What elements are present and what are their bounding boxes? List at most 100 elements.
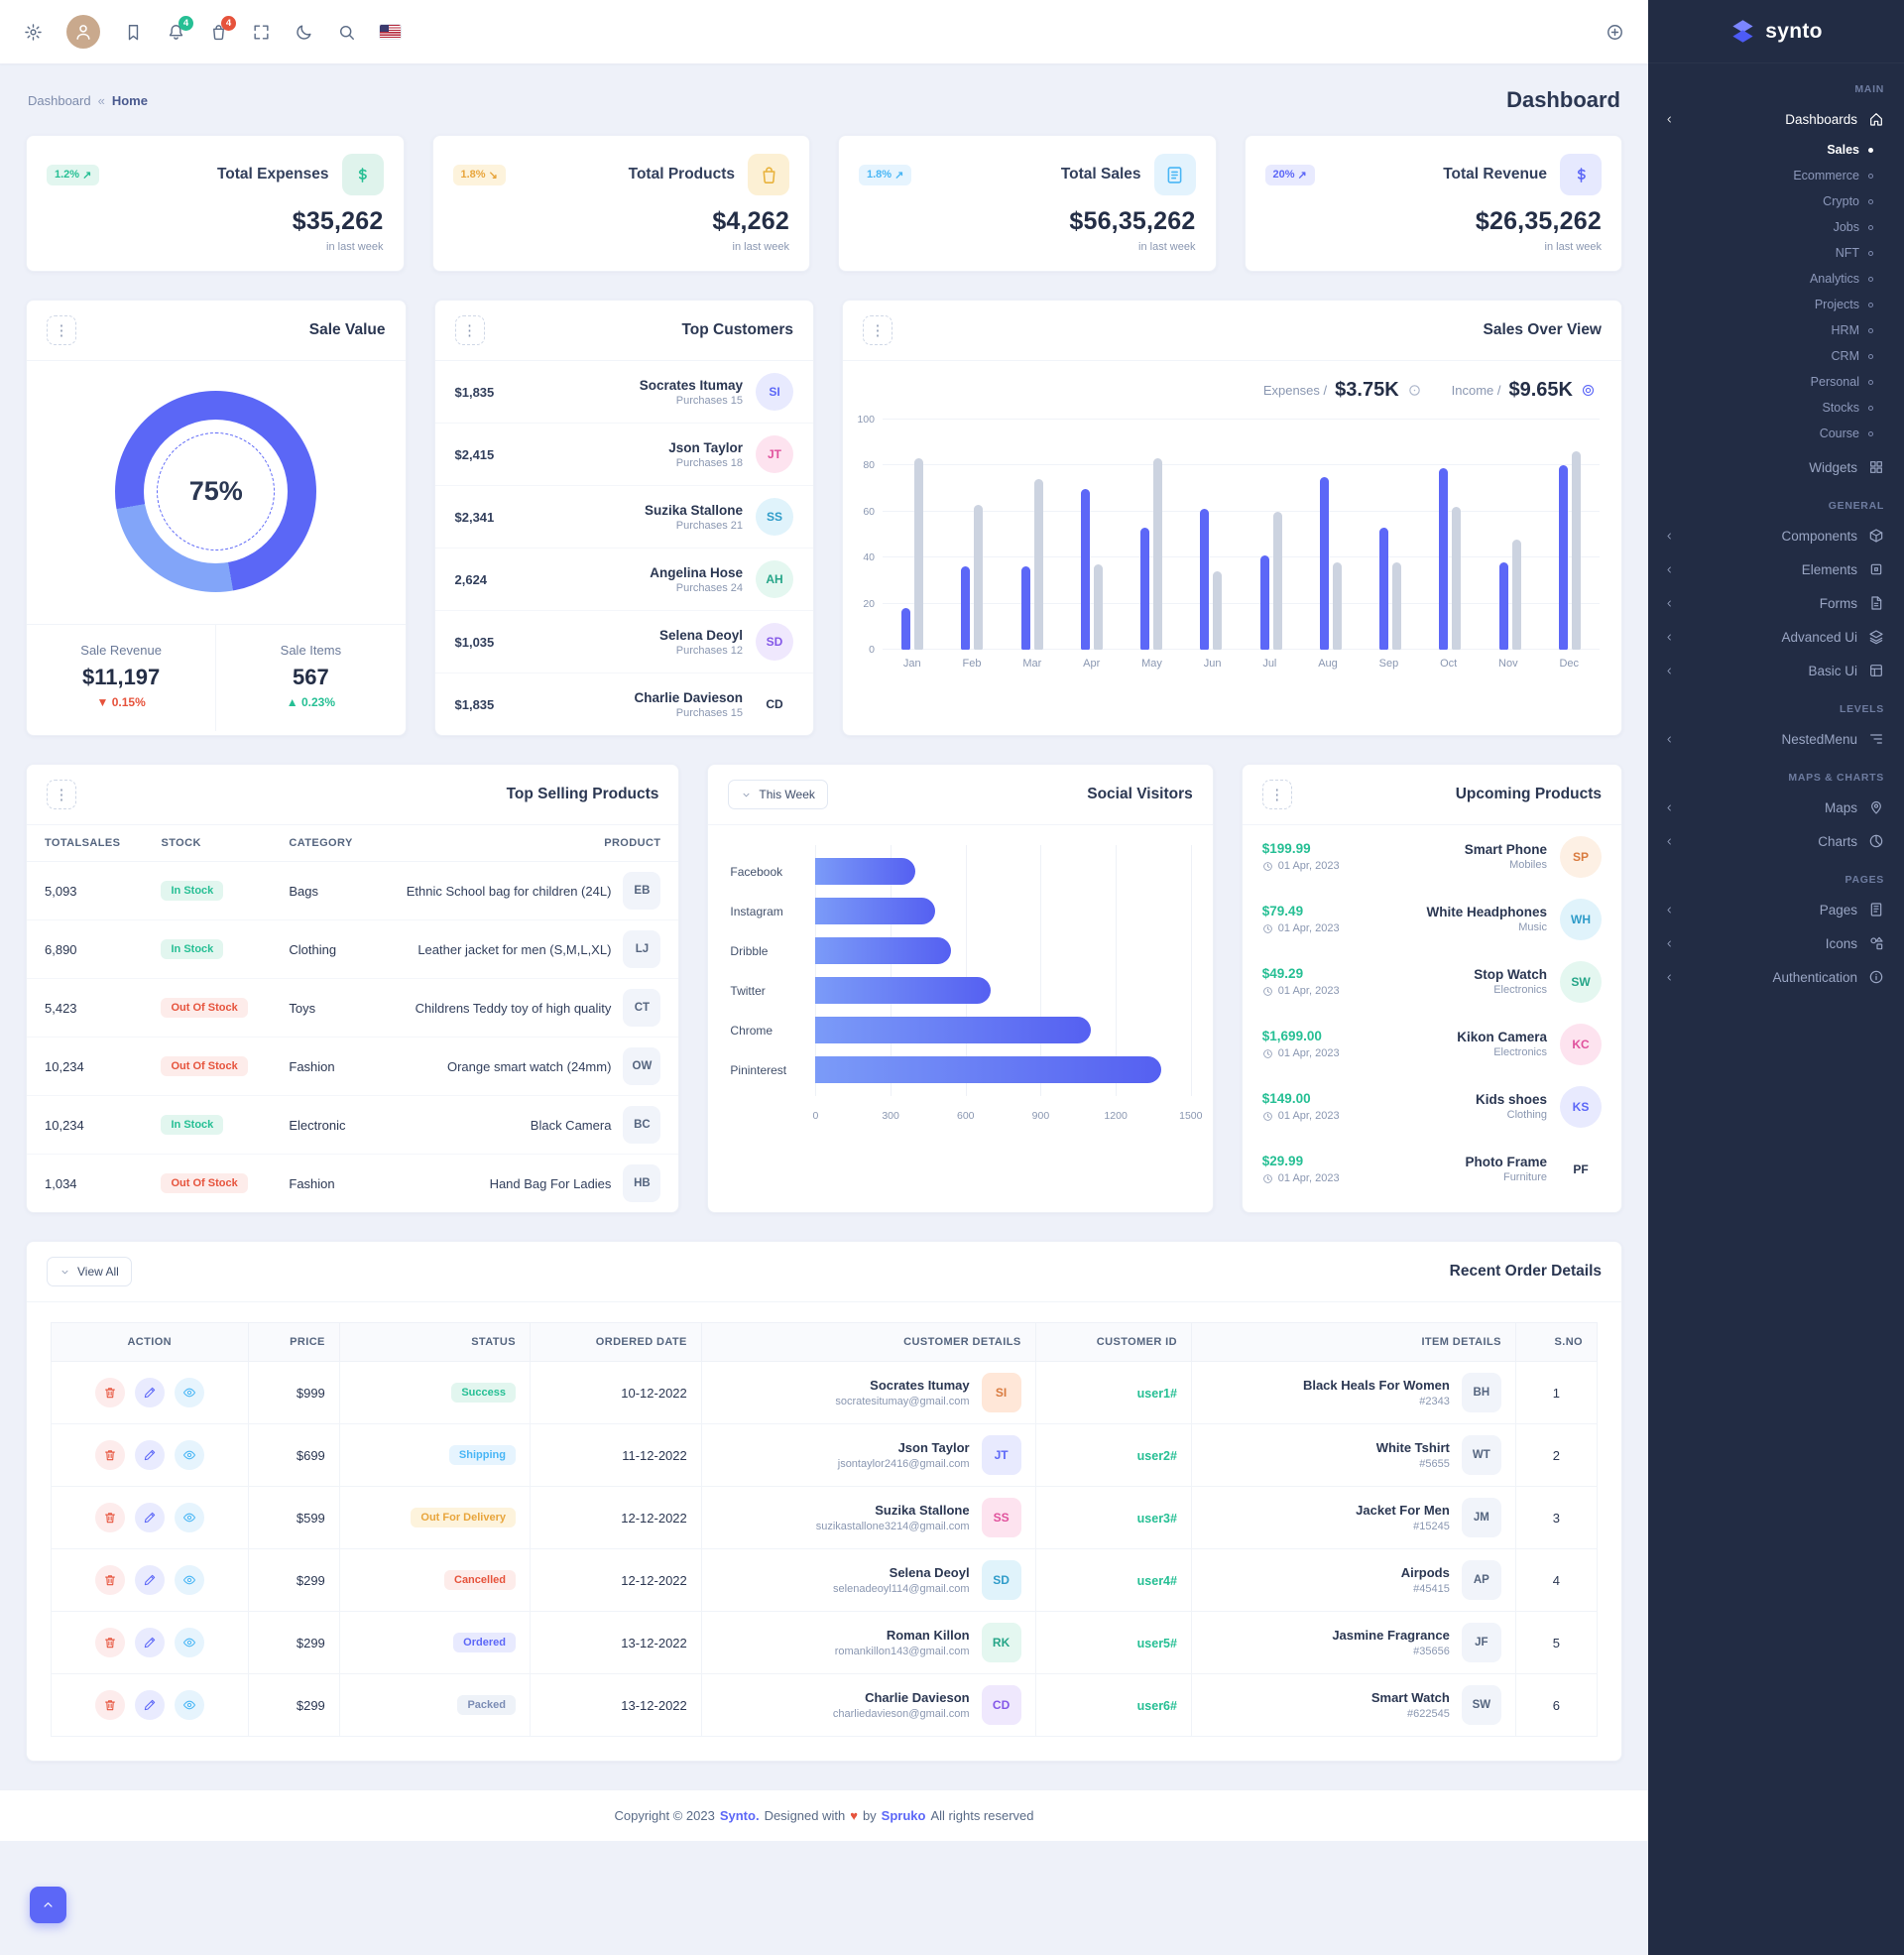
edit-button[interactable] bbox=[134, 1565, 165, 1595]
list-item[interactable]: $149.00 01 Apr, 2023 Kids shoes Clothing bbox=[1243, 1075, 1621, 1138]
list-item[interactable]: $2,415 Json Taylor Purchases 18 JT bbox=[434, 423, 813, 485]
list-item[interactable]: 2,624 Angelina Hose Purchases 24 AH bbox=[434, 548, 813, 610]
item-id: #15245 bbox=[1413, 1521, 1450, 1532]
sidebar-item-components[interactable]: Components bbox=[1648, 519, 1904, 552]
view-button[interactable] bbox=[174, 1378, 204, 1407]
sidebar-item-dashboards[interactable]: Dashboards bbox=[1648, 102, 1904, 136]
customer-name: Suzika Stallone bbox=[875, 1503, 970, 1518]
sidebar-item-course[interactable]: Course bbox=[1648, 421, 1904, 446]
customer-id-link[interactable]: user4# bbox=[1136, 1573, 1177, 1588]
view-button[interactable] bbox=[174, 1690, 204, 1720]
language-flag-icon[interactable] bbox=[380, 25, 401, 39]
edit-button[interactable] bbox=[134, 1503, 165, 1532]
list-item[interactable]: $1,035 Selena Deoyl Purchases 12 SD bbox=[434, 610, 813, 672]
sidebar-item-analytics[interactable]: Analytics bbox=[1648, 266, 1904, 292]
edit-button[interactable] bbox=[134, 1690, 165, 1720]
sidebar-item-nestedmenu[interactable]: NestedMenu bbox=[1648, 722, 1904, 756]
list-item[interactable]: $49.29 01 Apr, 2023 Stop Watch Electroni… bbox=[1243, 950, 1621, 1013]
sidebar-section-label: PAGES bbox=[1844, 874, 1884, 886]
fullscreen-icon[interactable] bbox=[252, 23, 271, 42]
view-button[interactable] bbox=[174, 1440, 204, 1470]
breadcrumb-root[interactable]: Dashboard bbox=[28, 92, 91, 108]
delete-button[interactable] bbox=[94, 1440, 125, 1470]
settings-gear-icon[interactable] bbox=[24, 23, 43, 42]
sidebar-item-hrm[interactable]: HRM bbox=[1648, 317, 1904, 343]
footer-designer-link[interactable]: Spruko bbox=[881, 1808, 926, 1823]
view-button[interactable] bbox=[174, 1628, 204, 1657]
table-row[interactable]: 10,234 In Stock Electronic Black Camera … bbox=[27, 1095, 679, 1155]
delete-button[interactable] bbox=[94, 1628, 125, 1657]
footer-brand-link[interactable]: Synto. bbox=[719, 1808, 760, 1823]
sale-donut: 75% bbox=[115, 391, 317, 592]
sidebar-item-crm[interactable]: CRM bbox=[1648, 343, 1904, 369]
edit-button[interactable] bbox=[134, 1628, 165, 1657]
sidebar-item-jobs[interactable]: Jobs bbox=[1648, 214, 1904, 240]
search-icon[interactable] bbox=[337, 23, 356, 42]
customer-id-link[interactable]: user5# bbox=[1136, 1636, 1177, 1650]
kebab-menu-icon[interactable]: ⋮ bbox=[1261, 780, 1292, 809]
list-item[interactable]: $2,341 Suzika Stallone Purchases 21 SS bbox=[434, 485, 813, 548]
sidebar-item-stocks[interactable]: Stocks bbox=[1648, 395, 1904, 421]
view-button[interactable] bbox=[174, 1503, 204, 1532]
clock-icon bbox=[1262, 923, 1273, 934]
sidebar-item-crypto[interactable]: Crypto bbox=[1648, 188, 1904, 214]
list-item[interactable]: $29.99 01 Apr, 2023 Photo Frame Furnitur… bbox=[1243, 1138, 1621, 1200]
sidebar-item-forms[interactable]: Forms bbox=[1648, 586, 1904, 620]
sidebar-item-elements[interactable]: Elements bbox=[1648, 552, 1904, 586]
sidebar-item-pages[interactable]: Pages bbox=[1648, 893, 1904, 926]
bookmark-icon[interactable] bbox=[124, 23, 143, 42]
view-all-dropdown[interactable]: View All bbox=[47, 1257, 132, 1286]
customer-id-link[interactable]: user1# bbox=[1136, 1386, 1177, 1401]
sidebar-item-basic-ui[interactable]: Basic Ui bbox=[1648, 654, 1904, 687]
customer-id-link[interactable]: user3# bbox=[1136, 1511, 1177, 1526]
kebab-menu-icon[interactable]: ⋮ bbox=[454, 315, 485, 345]
user-avatar[interactable] bbox=[66, 15, 100, 49]
list-item[interactable]: $1,835 Charlie Davieson Purchases 15 CD bbox=[434, 672, 813, 735]
order-serial: 3 bbox=[1514, 1486, 1599, 1549]
edit-button[interactable] bbox=[134, 1440, 165, 1470]
item-thumb: BH bbox=[1461, 1373, 1501, 1412]
table-row[interactable]: 5,093 In Stock Bags Ethnic School bag fo… bbox=[27, 861, 679, 920]
sidebar-item-ecommerce[interactable]: Ecommerce bbox=[1648, 163, 1904, 188]
sidebar-item-charts[interactable]: Charts bbox=[1648, 824, 1904, 858]
customer-id-link[interactable]: user6# bbox=[1136, 1698, 1177, 1713]
stat-note: in last week bbox=[326, 241, 384, 253]
week-filter-dropdown[interactable]: This Week bbox=[728, 780, 828, 809]
customer-purchases: Purchases 18 bbox=[675, 456, 743, 469]
delete-button[interactable] bbox=[94, 1378, 125, 1407]
kebab-menu-icon[interactable]: ⋮ bbox=[863, 315, 892, 345]
sidebar-item-advanced-ui[interactable]: Advanced Ui bbox=[1648, 620, 1904, 654]
kebab-menu-icon[interactable]: ⋮ bbox=[47, 780, 76, 809]
sidebar-item-sales[interactable]: Sales bbox=[1648, 137, 1904, 163]
sidebar-item-nft[interactable]: NFT bbox=[1648, 240, 1904, 266]
list-item[interactable]: $79.49 01 Apr, 2023 White Headphones Mus… bbox=[1243, 888, 1621, 950]
customer-id-link[interactable]: user2# bbox=[1136, 1448, 1177, 1463]
table-row[interactable]: 5,423 Out Of Stock Toys Childrens Teddy … bbox=[27, 978, 679, 1038]
sidebar-item-widgets[interactable]: Widgets bbox=[1648, 450, 1904, 484]
breadcrumb-current[interactable]: Home bbox=[111, 92, 148, 108]
sidebar-item-maps[interactable]: Maps bbox=[1648, 791, 1904, 824]
avatar: JT bbox=[756, 435, 793, 473]
delete-button[interactable] bbox=[94, 1565, 125, 1595]
scroll-to-top-button[interactable] bbox=[30, 1887, 66, 1923]
dark-mode-moon-icon[interactable] bbox=[295, 23, 313, 42]
delete-button[interactable] bbox=[94, 1503, 125, 1532]
sales-bar bbox=[1439, 467, 1449, 650]
list-item[interactable]: $1,699.00 01 Apr, 2023 Kikon Camera Elec… bbox=[1243, 1013, 1621, 1075]
kebab-menu-icon[interactable]: ⋮ bbox=[47, 315, 76, 345]
table-row[interactable]: 1,034 Out Of Stock Fashion Hand Bag For … bbox=[27, 1155, 678, 1213]
brand-logo[interactable]: synto bbox=[1648, 0, 1904, 63]
list-item[interactable]: $199.99 01 Apr, 2023 Smart Phone Mobiles bbox=[1243, 825, 1621, 888]
table-row[interactable]: 6,890 In Stock Clothing Leather jacket f… bbox=[27, 919, 679, 979]
edit-button[interactable] bbox=[134, 1378, 165, 1407]
view-button[interactable] bbox=[174, 1565, 204, 1595]
table-row[interactable]: 10,234 Out Of Stock Fashion Orange smart… bbox=[27, 1037, 679, 1096]
switcher-plus-icon[interactable] bbox=[1606, 23, 1624, 42]
sidebar-item-authentication[interactable]: Authentication bbox=[1648, 960, 1904, 994]
sidebar-item-projects[interactable]: Projects bbox=[1648, 292, 1904, 317]
item-id: #5655 bbox=[1419, 1458, 1450, 1470]
sidebar-item-personal[interactable]: Personal bbox=[1648, 369, 1904, 395]
list-item[interactable]: $1,835 Socrates Itumay Purchases 15 SI bbox=[435, 361, 814, 423]
delete-button[interactable] bbox=[94, 1690, 125, 1720]
sidebar-item-icons[interactable]: Icons bbox=[1648, 926, 1904, 960]
